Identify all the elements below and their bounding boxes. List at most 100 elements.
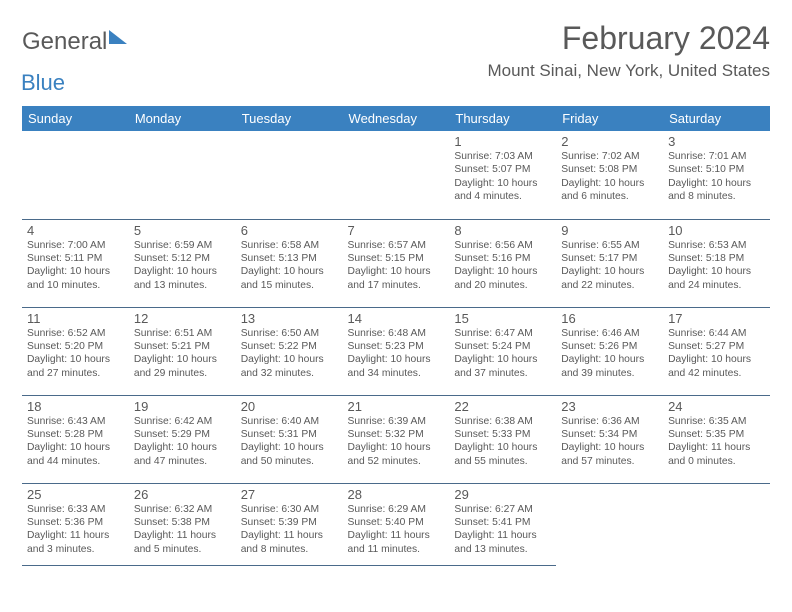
- calendar-day: 19Sunrise: 6:42 AMSunset: 5:29 PMDayligh…: [129, 395, 236, 483]
- day-number: 20: [241, 399, 338, 414]
- day-info-line: Sunset: 5:21 PM: [134, 340, 231, 353]
- day-info: Sunrise: 6:55 AMSunset: 5:17 PMDaylight:…: [561, 239, 658, 293]
- calendar-week: 25Sunrise: 6:33 AMSunset: 5:36 PMDayligh…: [22, 483, 770, 565]
- day-number: 22: [454, 399, 551, 414]
- day-info-line: Daylight: 10 hours: [454, 441, 551, 454]
- day-info-line: Sunset: 5:27 PM: [668, 340, 765, 353]
- day-info-line: Sunset: 5:32 PM: [348, 428, 445, 441]
- day-info-line: Sunrise: 6:59 AM: [134, 239, 231, 252]
- day-info-line: and 42 minutes.: [668, 367, 765, 380]
- day-header: Monday: [129, 106, 236, 131]
- day-number: 6: [241, 223, 338, 238]
- day-info-line: and 11 minutes.: [348, 543, 445, 556]
- day-info-line: Sunset: 5:20 PM: [27, 340, 124, 353]
- calendar-day: 26Sunrise: 6:32 AMSunset: 5:38 PMDayligh…: [129, 483, 236, 565]
- day-number: 9: [561, 223, 658, 238]
- day-number: 5: [134, 223, 231, 238]
- day-info-line: Sunrise: 6:56 AM: [454, 239, 551, 252]
- day-info-line: Sunrise: 6:51 AM: [134, 327, 231, 340]
- day-info-line: Sunrise: 6:39 AM: [348, 415, 445, 428]
- calendar-day: 29Sunrise: 6:27 AMSunset: 5:41 PMDayligh…: [449, 483, 556, 565]
- day-info-line: and 34 minutes.: [348, 367, 445, 380]
- day-info-line: and 5 minutes.: [134, 543, 231, 556]
- calendar-day-empty: [556, 483, 663, 565]
- day-info-line: and 24 minutes.: [668, 279, 765, 292]
- day-info-line: Sunset: 5:35 PM: [668, 428, 765, 441]
- day-info-line: Daylight: 10 hours: [454, 265, 551, 278]
- day-info-line: Daylight: 11 hours: [134, 529, 231, 542]
- day-info: Sunrise: 6:36 AMSunset: 5:34 PMDaylight:…: [561, 415, 658, 469]
- calendar-day: 12Sunrise: 6:51 AMSunset: 5:21 PMDayligh…: [129, 307, 236, 395]
- day-number: 24: [668, 399, 765, 414]
- day-info-line: Sunset: 5:39 PM: [241, 516, 338, 529]
- calendar-day: 22Sunrise: 6:38 AMSunset: 5:33 PMDayligh…: [449, 395, 556, 483]
- day-info-line: Sunset: 5:24 PM: [454, 340, 551, 353]
- day-number: 25: [27, 487, 124, 502]
- day-info-line: Daylight: 10 hours: [241, 353, 338, 366]
- day-header: Tuesday: [236, 106, 343, 131]
- day-number: 15: [454, 311, 551, 326]
- calendar-day: 18Sunrise: 6:43 AMSunset: 5:28 PMDayligh…: [22, 395, 129, 483]
- day-info-line: Sunset: 5:15 PM: [348, 252, 445, 265]
- day-info-line: Sunset: 5:07 PM: [454, 163, 551, 176]
- day-number: 21: [348, 399, 445, 414]
- day-info-line: Sunset: 5:11 PM: [27, 252, 124, 265]
- day-number: 2: [561, 134, 658, 149]
- calendar-day: 7Sunrise: 6:57 AMSunset: 5:15 PMDaylight…: [343, 219, 450, 307]
- day-info: Sunrise: 6:58 AMSunset: 5:13 PMDaylight:…: [241, 239, 338, 293]
- day-info-line: Sunset: 5:12 PM: [134, 252, 231, 265]
- calendar-week: 4Sunrise: 7:00 AMSunset: 5:11 PMDaylight…: [22, 219, 770, 307]
- calendar-day-empty: [129, 131, 236, 219]
- calendar-day: 1Sunrise: 7:03 AMSunset: 5:07 PMDaylight…: [449, 131, 556, 219]
- day-info-line: Sunset: 5:38 PM: [134, 516, 231, 529]
- day-info: Sunrise: 7:00 AMSunset: 5:11 PMDaylight:…: [27, 239, 124, 293]
- day-info: Sunrise: 6:46 AMSunset: 5:26 PMDaylight:…: [561, 327, 658, 381]
- day-info: Sunrise: 6:51 AMSunset: 5:21 PMDaylight:…: [134, 327, 231, 381]
- day-header: Friday: [556, 106, 663, 131]
- day-info-line: Sunrise: 6:30 AM: [241, 503, 338, 516]
- calendar-table: SundayMondayTuesdayWednesdayThursdayFrid…: [22, 106, 770, 566]
- day-number: 10: [668, 223, 765, 238]
- page-header: General Blue February 2024 Mount Sinai, …: [22, 20, 770, 96]
- day-info-line: and 6 minutes.: [561, 190, 658, 203]
- calendar-day: 11Sunrise: 6:52 AMSunset: 5:20 PMDayligh…: [22, 307, 129, 395]
- day-number: 4: [27, 223, 124, 238]
- day-info-line: Sunrise: 6:52 AM: [27, 327, 124, 340]
- day-number: 26: [134, 487, 231, 502]
- day-info: Sunrise: 6:59 AMSunset: 5:12 PMDaylight:…: [134, 239, 231, 293]
- day-info: Sunrise: 6:38 AMSunset: 5:33 PMDaylight:…: [454, 415, 551, 469]
- day-info-line: Daylight: 10 hours: [561, 353, 658, 366]
- day-info-line: and 0 minutes.: [668, 455, 765, 468]
- day-info-line: Daylight: 11 hours: [241, 529, 338, 542]
- day-info-line: Daylight: 10 hours: [27, 265, 124, 278]
- day-info-line: Daylight: 10 hours: [454, 353, 551, 366]
- calendar-day: 28Sunrise: 6:29 AMSunset: 5:40 PMDayligh…: [343, 483, 450, 565]
- calendar-day: 20Sunrise: 6:40 AMSunset: 5:31 PMDayligh…: [236, 395, 343, 483]
- day-number: 17: [668, 311, 765, 326]
- calendar-week: 1Sunrise: 7:03 AMSunset: 5:07 PMDaylight…: [22, 131, 770, 219]
- day-info: Sunrise: 7:02 AMSunset: 5:08 PMDaylight:…: [561, 150, 658, 204]
- day-info-line: Sunset: 5:33 PM: [454, 428, 551, 441]
- day-info-line: Sunrise: 7:00 AM: [27, 239, 124, 252]
- day-info: Sunrise: 6:32 AMSunset: 5:38 PMDaylight:…: [134, 503, 231, 557]
- day-info-line: Daylight: 10 hours: [27, 353, 124, 366]
- day-info-line: Sunrise: 6:50 AM: [241, 327, 338, 340]
- day-info: Sunrise: 6:29 AMSunset: 5:40 PMDaylight:…: [348, 503, 445, 557]
- day-info-line: and 20 minutes.: [454, 279, 551, 292]
- day-info: Sunrise: 6:53 AMSunset: 5:18 PMDaylight:…: [668, 239, 765, 293]
- day-info: Sunrise: 6:50 AMSunset: 5:22 PMDaylight:…: [241, 327, 338, 381]
- day-info-line: Daylight: 10 hours: [241, 441, 338, 454]
- day-info-line: and 13 minutes.: [454, 543, 551, 556]
- day-info: Sunrise: 6:42 AMSunset: 5:29 PMDaylight:…: [134, 415, 231, 469]
- day-info-line: and 55 minutes.: [454, 455, 551, 468]
- day-info-line: Sunrise: 7:02 AM: [561, 150, 658, 163]
- day-number: 3: [668, 134, 765, 149]
- day-info-line: Daylight: 10 hours: [454, 177, 551, 190]
- day-info-line: Sunset: 5:34 PM: [561, 428, 658, 441]
- day-info-line: Sunrise: 6:47 AM: [454, 327, 551, 340]
- calendar-day: 10Sunrise: 6:53 AMSunset: 5:18 PMDayligh…: [663, 219, 770, 307]
- day-info-line: and 15 minutes.: [241, 279, 338, 292]
- calendar-day: 27Sunrise: 6:30 AMSunset: 5:39 PMDayligh…: [236, 483, 343, 565]
- calendar-day: 21Sunrise: 6:39 AMSunset: 5:32 PMDayligh…: [343, 395, 450, 483]
- day-info: Sunrise: 6:33 AMSunset: 5:36 PMDaylight:…: [27, 503, 124, 557]
